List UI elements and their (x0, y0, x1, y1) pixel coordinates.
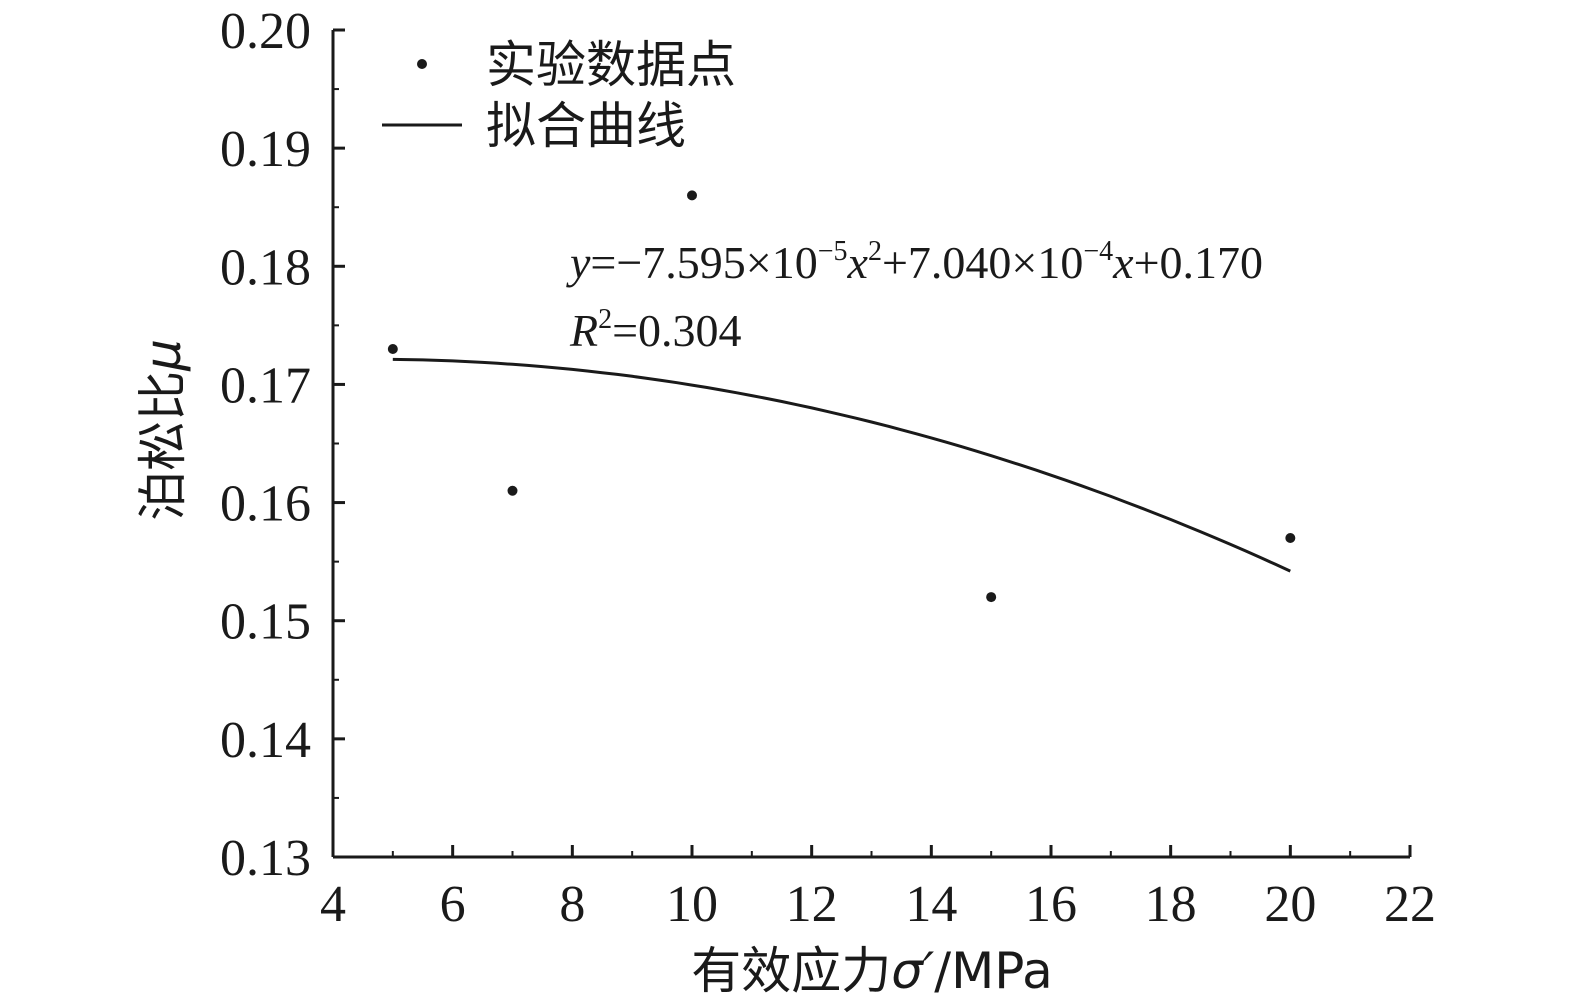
y-axis-title-main: 泊松比 (134, 371, 192, 521)
eq-x1: x (847, 237, 869, 288)
fit-curve (392, 357, 1291, 573)
y-tick-label: 0.14 (220, 712, 311, 769)
tick-labels: 4 6 8 10 12 14 16 18 20 220.130.140.150.160.170.1… (220, 3, 1436, 933)
r-pow: 2 (598, 304, 612, 335)
data-point (1285, 533, 1296, 544)
data-point (986, 592, 997, 603)
x-tick-label: 22 (1384, 876, 1436, 933)
x-tick-label: 4 (320, 876, 346, 933)
y-tick-label: 0.16 (220, 476, 311, 533)
eq-exp2: −4 (1083, 236, 1113, 267)
legend-point-marker (417, 59, 427, 69)
fit-equation: y=−7.595×10−5x2+7.040×10−4x+0.170 (566, 236, 1263, 288)
r-symbol: R (569, 305, 598, 356)
y-tick-label: 0.19 (220, 121, 311, 178)
x-tick-label: 8 (559, 876, 585, 933)
y-axis-title-symbol: μ (134, 339, 192, 372)
eq-part3: +0.170 (1134, 237, 1263, 288)
legend-label-points: 实验数据点 (486, 36, 736, 94)
data-point (507, 485, 518, 496)
x-axis-title: 有效应力σ′/MPa (691, 942, 1053, 1000)
x-tick-label: 20 (1264, 876, 1316, 933)
eq-part1: =−7.595×10 (590, 237, 817, 288)
y-tick-label: 0.15 (220, 594, 311, 651)
x-tick-label: 12 (786, 876, 838, 933)
x-tick-label: 14 (905, 876, 957, 933)
eq-pow: 2 (868, 236, 882, 267)
x-tick-label: 10 (666, 876, 718, 933)
legend-label-curve: 拟合曲线 (486, 97, 686, 155)
y-tick-label: 0.13 (220, 830, 311, 887)
data-point (687, 190, 697, 201)
y-tick-label: 0.17 (220, 357, 311, 414)
marks (387, 190, 1296, 603)
y-tick-label: 0.18 (220, 239, 311, 296)
r-squared: R2=0.304 (569, 304, 742, 356)
eq-exp1: −5 (818, 236, 848, 267)
legend: 实验数据点 拟合曲线 (382, 36, 736, 155)
x-tick-label: 18 (1145, 876, 1197, 933)
data-point (387, 343, 398, 354)
eq-part2: +7.040×10 (882, 237, 1083, 288)
y-axis-title: 泊松比μ (134, 339, 192, 521)
y-tick-label: 0.20 (220, 3, 311, 60)
x-axis-title-symbol: σ′ (891, 942, 935, 1000)
r-value: =0.304 (612, 305, 741, 356)
eq-y: y (566, 237, 591, 288)
x-tick-label: 6 (440, 876, 466, 933)
x-axis-title-main: 有效应力 (691, 942, 891, 1000)
x-tick-label: 16 (1025, 876, 1077, 933)
eq-x2: x (1112, 237, 1134, 288)
ticks (331, 28, 1412, 859)
x-axis-title-unit: /MPa (934, 942, 1053, 1000)
